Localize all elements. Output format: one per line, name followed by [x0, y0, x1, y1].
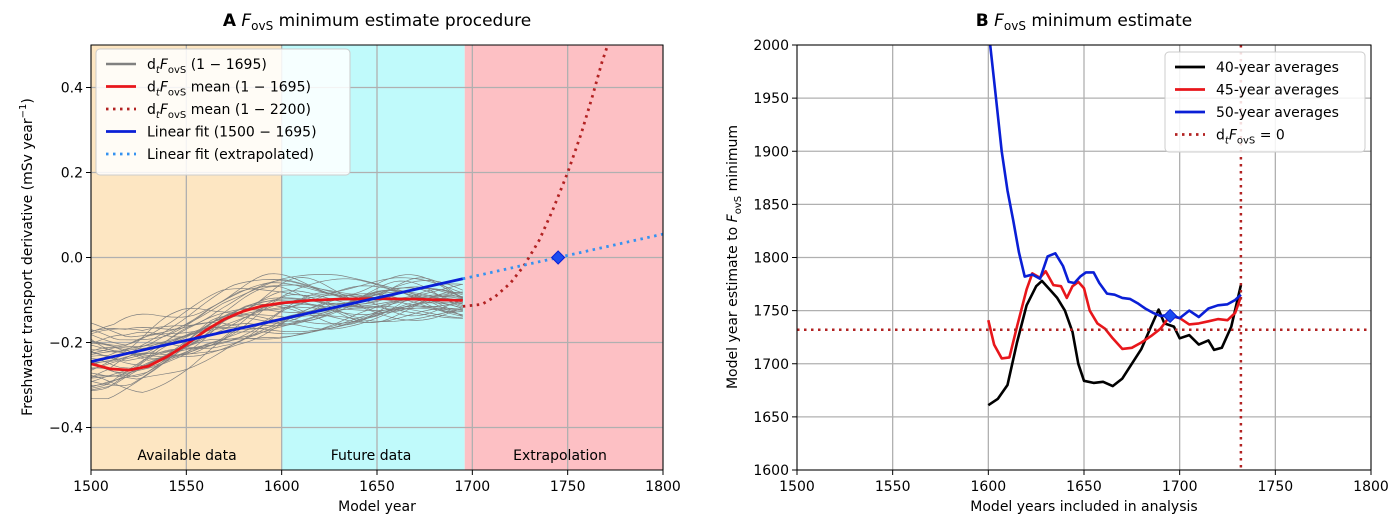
panel-a: 1500 1550 1600 1650 1700 1750 1800 −0.4 −0.2 0.0 0… [18, 11, 681, 515]
b-legend-label: 45-year averages [1216, 83, 1339, 99]
ensemble-line [90, 302, 463, 371]
b-title-letter: B [976, 11, 989, 31]
b-xtick-label: 1600 [971, 479, 1007, 495]
b-xtick-label: 1750 [1258, 479, 1294, 495]
b-xtick-label: 1700 [1162, 479, 1198, 495]
ensemble-line [90, 277, 463, 352]
a-series-line-3 [90, 277, 464, 363]
b-ytick-label: 1800 [753, 251, 789, 267]
b-ytick-label: 1900 [753, 144, 789, 160]
ensemble-line [90, 274, 463, 338]
a-xtick-label: 1650 [359, 479, 395, 495]
a-xtick-label: 1550 [169, 479, 205, 495]
a-xtick-label: 1700 [455, 479, 491, 495]
b-ytick-label: 2000 [753, 38, 789, 54]
a-xlabel: Model year [338, 499, 416, 515]
a-ylabel: Freshwater transport derivative (mSv yea… [18, 98, 36, 416]
b-ylabel-f: F [725, 213, 741, 222]
b-title-rest: minimum estimate [1026, 11, 1192, 31]
b-marker-diamond [1162, 308, 1178, 324]
a-ylabel-sup: −1 [18, 104, 29, 119]
b-series-line-2 [988, 44, 1242, 320]
a-series-line-2 [462, 44, 610, 308]
a-xtick-label: 1600 [264, 479, 300, 495]
a-legend-label: dtFovS mean (1 − 2200) [147, 102, 311, 121]
a-legend-label: dtFovS mean (1 − 1695) [147, 80, 311, 99]
b-ylabel-sub: ovS [733, 196, 744, 214]
b-ticks: 1500 1550 1600 1650 1700 1750 1800 1600 1650 1700… [753, 38, 1388, 495]
ensemble-line [90, 295, 463, 386]
b-ytick-label: 1950 [753, 91, 789, 107]
ensemble-line [90, 298, 463, 388]
b-xtick-label: 1650 [1066, 479, 1102, 495]
b-ytick-label: 1650 [753, 410, 789, 426]
a-ytick-label: 0.4 [61, 81, 83, 97]
region-label-extrapolation: Extrapolation [513, 448, 607, 464]
ensemble-line [90, 296, 463, 357]
a-legend-label: dtFovS (1 − 1695) [147, 57, 267, 76]
b-title-f: F [994, 11, 1004, 31]
a-legend-box [95, 48, 351, 176]
a-region-labels: Available data Future data Extrapolation [137, 448, 607, 464]
b-ytick-label: 1600 [753, 463, 789, 479]
a-ylabel-end: ) [20, 98, 36, 103]
ensemble-line [90, 273, 463, 333]
b-ylabel: Model year estimate to FovS minimum [725, 125, 744, 389]
a-ytick-label: −0.4 [49, 421, 83, 437]
b-series-line-1 [987, 270, 1243, 360]
a-marker [550, 250, 566, 265]
a-ticks: 1500 1550 1600 1650 1700 1750 1800 −0.4 −0.2 0.0 0… [49, 81, 681, 496]
a-legend-label: Linear fit (extrapolated) [147, 147, 314, 163]
ensemble-line [90, 289, 463, 371]
a-series-line-1 [90, 297, 463, 372]
a-xtick-label: 1750 [550, 479, 586, 495]
ensemble-line [90, 302, 463, 393]
b-xtick-label: 1550 [875, 479, 911, 495]
b-marker [1162, 308, 1178, 324]
b-legend-label: dtFovS = 0 [1216, 128, 1285, 147]
b-ylabel-main: Model year estimate to [725, 222, 741, 389]
a-ytick-label: 0.0 [61, 251, 83, 267]
b-ylabel-end: minimum [725, 125, 741, 196]
a-title: A FovS minimum estimate procedure [223, 11, 531, 33]
b-legend-label: 50-year averages [1216, 105, 1339, 121]
ensemble-line [90, 297, 463, 369]
a-title-letter: A [223, 11, 237, 31]
b-ytick-label: 1750 [753, 304, 789, 320]
b-title: B FovS minimum estimate [976, 11, 1193, 33]
a-legend-label: Linear fit (1500 − 1695) [147, 125, 317, 141]
region-label-future: Future data [331, 448, 412, 464]
b-xtick-label: 1800 [1353, 479, 1389, 495]
b-ytick-label: 1700 [753, 357, 789, 373]
a-title-sub: ovS [251, 19, 273, 33]
a-ytick-label: 0.2 [61, 166, 83, 182]
b-series-line-0 [987, 279, 1243, 407]
a-xtick-label: 1500 [73, 479, 109, 495]
b-legend-box [1164, 51, 1366, 153]
a-ylabel-main: Freshwater transport derivative (mSv yea… [20, 118, 36, 416]
a-legend: dtFovS (1 − 1695) dtFovS mean (1 − 1695) d… [95, 48, 351, 176]
b-legend-label: 40-year averages [1216, 60, 1339, 76]
b-title-sub: ovS [1004, 19, 1026, 33]
b-ytick-label: 1850 [753, 197, 789, 213]
a-title-rest: minimum estimate procedure [273, 11, 531, 31]
ensemble-line [90, 277, 463, 346]
b-xtick-label: 1500 [779, 479, 815, 495]
a-xtick-label: 1800 [645, 479, 681, 495]
a-ytick-label: −0.2 [49, 336, 83, 352]
a-series [90, 44, 664, 372]
region-label-available: Available data [137, 448, 236, 464]
a-marker-diamond [550, 250, 566, 265]
b-legend: 40-year averages 45-year averages 50-year … [1164, 51, 1366, 153]
panel-b: 1500 1550 1600 1650 1700 1750 1800 1600 1650 1700… [725, 11, 1389, 515]
b-xlabel: Model years included in analysis [970, 499, 1197, 515]
a-title-f: F [241, 11, 251, 31]
